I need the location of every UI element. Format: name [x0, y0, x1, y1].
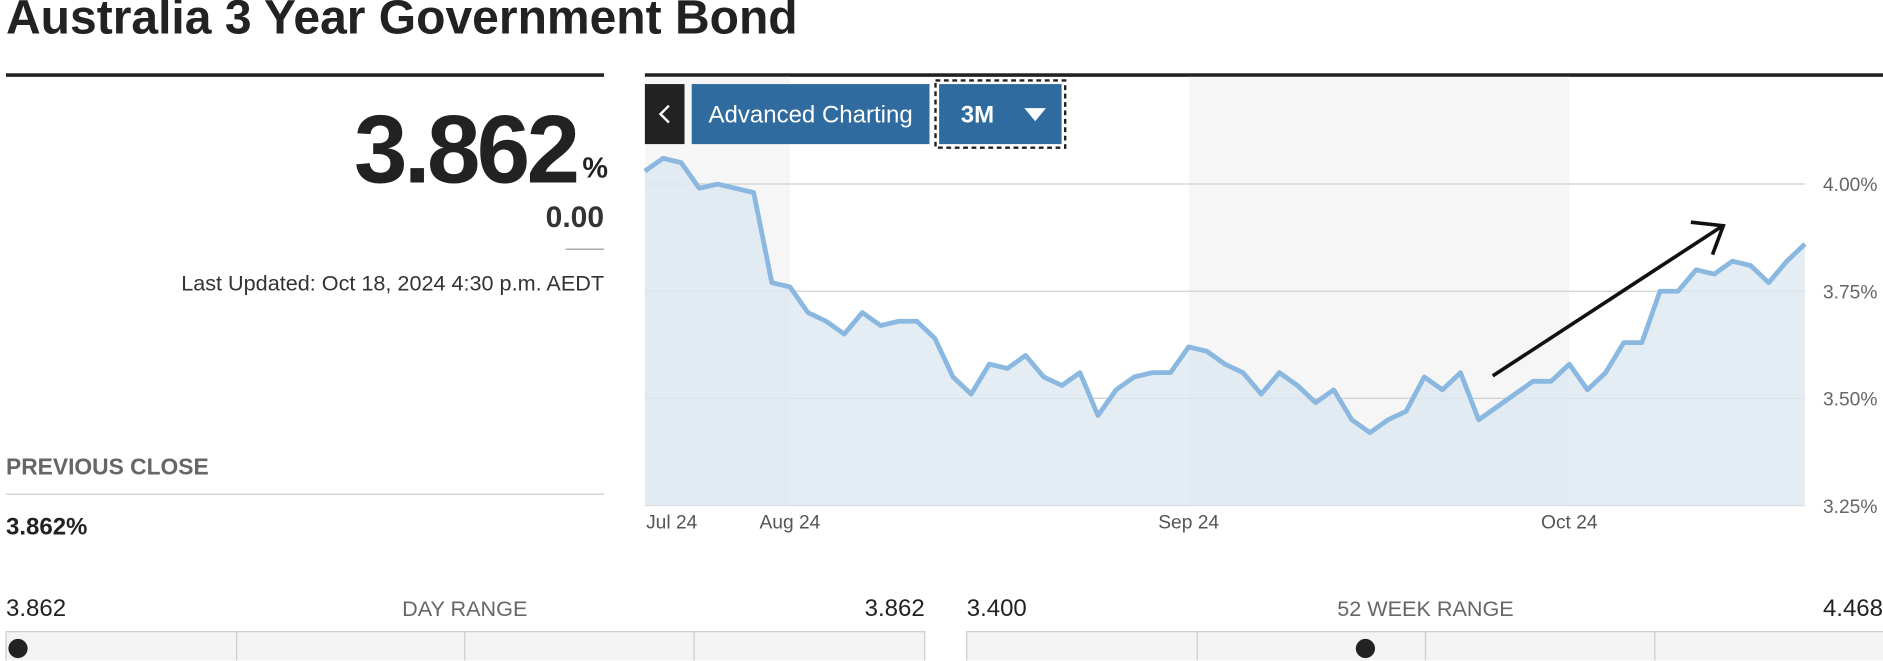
x-tick-label: Jul 24	[646, 512, 698, 533]
range-label: 52 WEEK RANGE	[1337, 596, 1514, 621]
advanced-charting-button[interactable]	[691, 84, 930, 145]
range-high: 4.468	[1823, 595, 1883, 622]
price-unit: %	[582, 153, 608, 185]
range-low: 3.862	[6, 595, 66, 622]
y-tick-label: 3.25%	[1823, 497, 1877, 518]
x-tick-label: Aug 24	[759, 512, 820, 533]
previous-close-label: PREVIOUS CLOSE	[6, 453, 209, 479]
divider	[565, 248, 605, 250]
back-button[interactable]	[644, 84, 685, 145]
range-marker	[1355, 638, 1376, 659]
line	[643, 155, 1807, 436]
range-low: 3.400	[967, 595, 1027, 622]
change: 0.00	[546, 201, 604, 234]
price: 3.862	[354, 97, 577, 204]
range-high: 3.862	[865, 595, 925, 622]
dropdown-icon	[1024, 108, 1046, 122]
x-tick-label: Sep 24	[1158, 512, 1219, 533]
annotation-arrow	[1491, 225, 1722, 378]
divider	[6, 493, 605, 495]
last-updated: Last Updated: Oct 18, 2024 4:30 p.m. AED…	[181, 271, 604, 296]
range-dividers	[1196, 631, 1656, 661]
button-label: Advanced Charting	[709, 101, 913, 128]
y-tick-label: 4.00%	[1823, 175, 1877, 196]
divider	[644, 73, 1883, 77]
area	[644, 158, 1805, 506]
previous-close-value: 3.862%	[6, 513, 87, 540]
annotation-arrowhead	[1690, 220, 1726, 256]
range-marker	[8, 638, 28, 659]
y-tick-label: 3.50%	[1823, 390, 1877, 411]
x-tick-label: Oct 24	[1541, 512, 1598, 533]
chevron-icon	[658, 104, 670, 124]
range-select[interactable]	[939, 84, 1062, 145]
range-bar	[966, 631, 1883, 661]
chart: 4.00% 3.75% 3.50% 3.25% Jul 24 Aug 24 Sep 24 Oc…	[643, 76, 1877, 533]
range-dividers	[235, 631, 695, 661]
y-tick-label: 3.75%	[1823, 282, 1877, 303]
range-select-label: 3M	[961, 101, 994, 128]
page-title: Australia 3 Year Government Bond	[6, 0, 798, 45]
range-label: DAY RANGE	[402, 596, 527, 621]
divider	[6, 73, 605, 77]
